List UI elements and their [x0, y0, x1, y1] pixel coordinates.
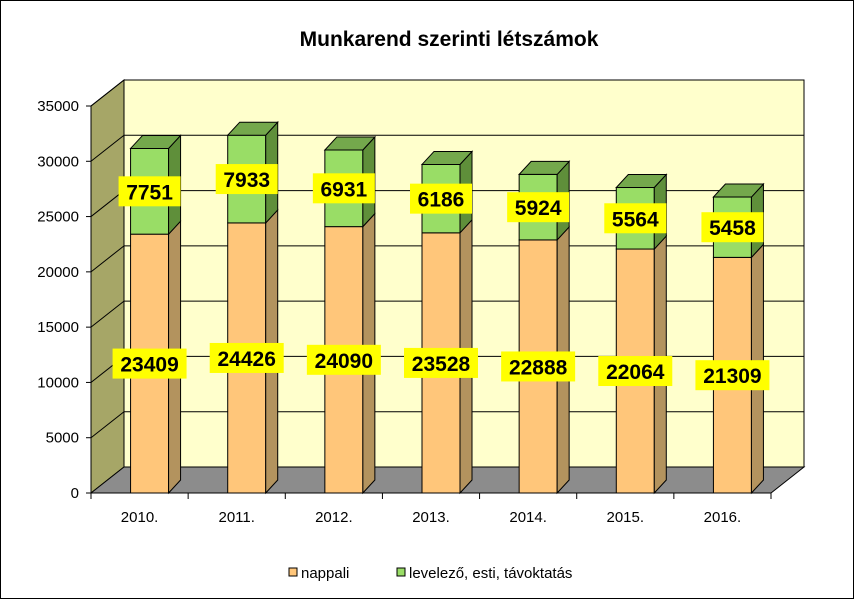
bar-levelezo-2-top — [323, 136, 376, 151]
y-tick-label: 20000 — [37, 264, 79, 281]
legend-label: levelező, esti, távoktatás — [409, 565, 572, 582]
legend-swatch — [288, 567, 298, 577]
bar-levelezo-5-top — [615, 174, 668, 189]
data-label: 7933 — [215, 164, 278, 195]
data-label-text: 24090 — [315, 350, 373, 373]
data-label-text: 24426 — [218, 348, 276, 371]
data-label-text: 5458 — [709, 217, 756, 240]
data-labels: 23409 7751 24426 7933 24090 6931 23528 6186 2288… — [112, 164, 770, 391]
data-label: 24090 — [306, 344, 381, 375]
data-label-bg — [118, 176, 181, 207]
y-tick-label: 0 — [71, 485, 79, 502]
data-label: 6931 — [312, 173, 375, 204]
x-tick-label: 2012. — [315, 509, 353, 526]
data-label-bg — [507, 192, 570, 223]
legend-item: nappali — [288, 565, 349, 582]
data-label-bg — [598, 356, 673, 387]
data-label-bg — [501, 351, 576, 382]
legend-item: levelező, esti, távoktatás — [396, 565, 572, 582]
data-label: 22888 — [501, 351, 576, 382]
data-label-text: 22064 — [606, 361, 665, 384]
y-tick-label: 30000 — [37, 153, 79, 170]
y-tick-label: 5000 — [46, 430, 79, 447]
x-tick-label: 2015. — [607, 509, 645, 526]
y-tick-label: 35000 — [37, 98, 79, 115]
gridline-side — [90, 245, 125, 273]
data-label-text: 22888 — [509, 356, 568, 379]
legend-swatch — [396, 567, 406, 577]
y-tick-label: 15000 — [37, 319, 79, 336]
data-label: 5564 — [604, 203, 667, 234]
data-label: 23528 — [404, 347, 478, 378]
data-label-text: 5924 — [515, 197, 562, 220]
gridline-side — [90, 300, 125, 328]
data-label-text: 6931 — [320, 178, 367, 201]
bar-levelezo-6-top — [712, 183, 765, 198]
data-label-bg — [209, 342, 284, 373]
data-label-bg — [215, 164, 278, 195]
bar-levelezo-4-top — [518, 160, 571, 175]
gridline-side — [90, 79, 125, 107]
data-label-text: 21309 — [703, 365, 761, 388]
data-label-bg — [312, 173, 375, 204]
data-label-bg — [404, 347, 478, 378]
gridline-side — [90, 134, 125, 162]
y-tick-label: 10000 — [37, 374, 79, 391]
x-tick-label: 2014. — [509, 509, 547, 526]
chart-title: Munkarend szerinti létszámok — [300, 28, 599, 51]
x-tick-label: 2010. — [121, 509, 159, 526]
data-label-text: 6186 — [418, 189, 465, 212]
data-label-text: 7751 — [126, 181, 173, 204]
data-label-text: 7933 — [223, 169, 270, 192]
data-label: 5924 — [507, 192, 570, 223]
x-tick-label: 2013. — [412, 509, 450, 526]
gridline-side — [90, 411, 125, 439]
data-label: 6186 — [410, 183, 472, 214]
data-label-text: 23409 — [120, 354, 178, 377]
y-axis: 0 5000 10000 15000 20000 25000 30000 35000 — [37, 98, 92, 502]
data-label: 21309 — [695, 360, 770, 391]
data-label: 22064 — [598, 356, 673, 387]
data-label: 5458 — [701, 212, 764, 243]
data-label-bg — [112, 348, 187, 379]
y-tick-label: 25000 — [37, 209, 79, 226]
data-label-bg — [701, 212, 764, 243]
x-tick-label: 2016. — [704, 509, 742, 526]
gridline-side — [90, 190, 125, 217]
data-label-bg — [306, 344, 381, 375]
data-label-bg — [695, 360, 770, 391]
legend-label: nappali — [301, 565, 349, 582]
data-label-bg — [604, 203, 667, 234]
data-label-text: 5564 — [612, 208, 659, 231]
data-label-bg — [410, 183, 472, 214]
bar-levelezo-0-top — [129, 134, 182, 149]
data-label: 24426 — [209, 342, 284, 373]
data-label-text: 23528 — [412, 353, 471, 376]
data-label: 23409 — [112, 348, 187, 379]
legend: nappali levelező, esti, távoktatás — [288, 565, 572, 582]
x-tick-label: 2011. — [218, 509, 254, 526]
x-axis: 2010. 2011. 2012. 2013. 2014. 2015. 2016. — [90, 492, 772, 526]
side-wall — [90, 78, 125, 495]
bar-levelezo-1-top — [226, 121, 279, 136]
bar-levelezo-3-top — [420, 150, 474, 165]
data-label: 7751 — [118, 176, 181, 207]
